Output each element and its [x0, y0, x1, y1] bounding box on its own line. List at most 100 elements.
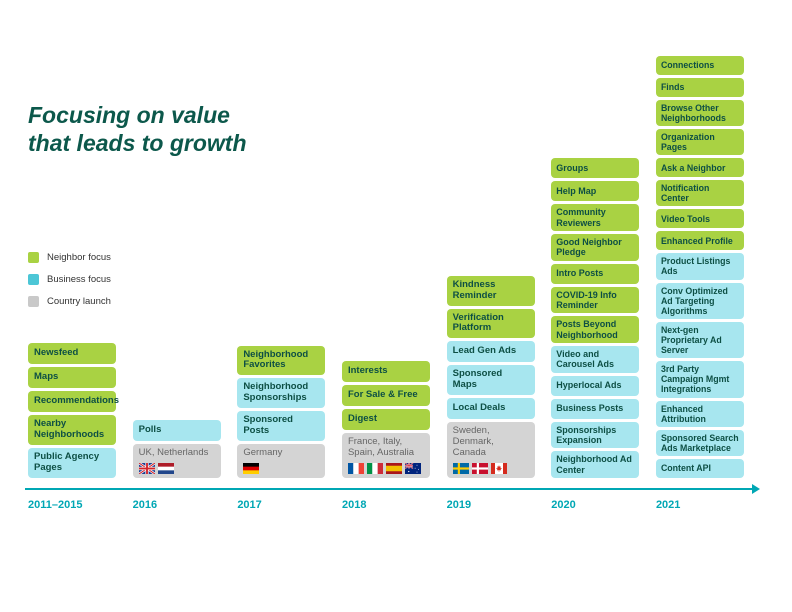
feature-box: Enhanced Profile [655, 231, 744, 251]
feature-box: Hyperlocal Ads [551, 375, 640, 396]
feature-box: Help Map [551, 181, 640, 202]
feature-box: 3rd Party Campaign Mgmt Integrations [655, 361, 744, 398]
flags-row [347, 463, 424, 474]
feature-label: Browse Other Neighborhoods [660, 102, 726, 123]
feature-label: Maps [34, 371, 59, 383]
feature-box: Product Listings Ads [655, 253, 744, 280]
timeline-column-2016: Polls UK, Netherlands [132, 420, 221, 478]
feature-box: Sponsored Maps [446, 365, 535, 396]
year-label: 2018 [341, 499, 367, 511]
feature-label: Newsfeed [34, 347, 79, 359]
feature-label: Next-gen Proprietary Ad Server [660, 324, 722, 356]
feature-box: Connections [655, 55, 744, 75]
flag-au-icon [404, 463, 421, 474]
flag-gb-icon [138, 463, 155, 474]
page-title-line2: that leads to growth [28, 129, 247, 156]
feature-box: Public Agency Pages [28, 448, 116, 478]
legend-swatch-neighbor [28, 252, 39, 263]
feature-box: Digest [341, 409, 430, 431]
feature-box: Maps [28, 367, 116, 389]
feature-box: Kindness Reminder [446, 275, 535, 306]
page-title-line1: Focusing on value [28, 102, 230, 128]
legend-label: Neighbor focus [47, 252, 111, 263]
feature-label: Polls [138, 424, 162, 436]
feature-label: Help Map [556, 186, 597, 197]
legend-item-country: Country launch [28, 296, 111, 307]
feature-box: Browse Other Neighborhoods [655, 99, 744, 126]
feature-label: Conv Optimized Ad Targeting Algorithms [660, 285, 728, 316]
feature-box: UK, Netherlands [132, 444, 221, 478]
legend-label: Country launch [47, 296, 111, 307]
feature-box: Sponsored Search Ads Marketplace [655, 429, 744, 456]
feature-label: Nearby Neighborhoods [34, 418, 105, 441]
feature-box: Sponsored Posts [237, 411, 326, 442]
feature-label: Organization Pages [660, 131, 715, 153]
feature-box: Nearby Neighborhoods [28, 415, 116, 446]
timeline-column-2017: Neighborhood Favorites Neighborhood Spons… [237, 345, 326, 478]
feature-box: Notification Center [655, 180, 744, 207]
flag-it-icon [366, 463, 383, 474]
feature-label: Sponsored Search Ads Marketplace [660, 432, 739, 453]
feature-box: Neighborhood Ad Center [551, 451, 640, 478]
year-label: 2016 [132, 499, 158, 511]
timeline-column-2020: Groups Help Map Community Reviewers Good Ne… [551, 158, 640, 478]
feature-box: Good Neighbor Pledge [551, 233, 640, 261]
feature-label: Local Deals [452, 402, 506, 414]
flag-se-icon [452, 463, 469, 474]
feature-label: Hyperlocal Ads [556, 380, 622, 391]
feature-label: UK, Netherlands [138, 447, 209, 459]
flags-row [138, 463, 215, 474]
feature-label: Notification Center [660, 183, 710, 204]
feature-label: Lead Gen Ads [452, 345, 517, 357]
feature-box: Local Deals [446, 398, 535, 420]
feature-label: Neighborhood Sponsorships [243, 381, 309, 404]
feature-label: Verification Platform [452, 311, 504, 334]
feature-label: Neighborhood Ad Center [556, 454, 632, 475]
timeline-column-2018: Interests For Sale & Free Digest France, It… [341, 361, 430, 478]
feature-label: Enhanced Attribution [660, 403, 706, 424]
legend-swatch-business [28, 274, 39, 285]
feature-label: Groups [556, 163, 589, 174]
flag-ca-icon [490, 463, 507, 474]
feature-label: 3rd Party Campaign Mgmt Integrations [660, 364, 730, 395]
flag-fr-icon [347, 463, 364, 474]
year-label: 2020 [551, 499, 576, 511]
feature-box: Groups [551, 158, 640, 179]
feature-box: Ask a Neighbor [655, 158, 744, 178]
feature-label: Neighborhood Favorites [243, 348, 309, 371]
feature-label: Recommendations [34, 395, 119, 407]
legend-label: Business focus [47, 274, 111, 285]
feature-label: Enhanced Profile [660, 235, 733, 246]
timeline-column-2019: Kindness Reminder Verification Platform Le… [446, 275, 535, 478]
timeline-column-2021: Connections Finds Browse Other Neighborhoo… [655, 55, 744, 478]
legend-item-neighbor: Neighbor focus [28, 252, 111, 263]
year-label: 2011–2015 [28, 499, 83, 511]
feature-label: Public Agency Pages [34, 451, 100, 474]
feature-box: Enhanced Attribution [655, 400, 744, 427]
feature-label: Intro Posts [556, 268, 604, 279]
timeline-columns: Newsfeed Maps Recommendations Nearby Neighb… [28, 55, 744, 478]
year-labels: 2011–2015 2016 2017 2018 2019 2020 2021 [28, 499, 744, 511]
feature-label: Digest [347, 413, 378, 425]
feature-label: Posts Beyond Neighborhood [556, 319, 618, 340]
feature-label: Ask a Neighbor [660, 162, 726, 173]
feature-label: Interests [347, 365, 388, 377]
feature-box: Intro Posts [551, 263, 640, 284]
feature-box: For Sale & Free [341, 385, 430, 407]
feature-label: Sweden, Denmark, Canada [452, 425, 494, 459]
legend-swatch-country [28, 296, 39, 307]
legend: Neighbor focus Business focus Country laun… [28, 252, 111, 318]
feature-label: Connections [660, 60, 715, 71]
feature-box: Finds [655, 77, 744, 97]
feature-label: Good Neighbor Pledge [556, 236, 622, 258]
feature-label: France, Italy, Spain, Australia [347, 436, 414, 459]
feature-box: Polls [132, 420, 221, 442]
feature-label: For Sale & Free [347, 389, 418, 401]
feature-box: Neighborhood Sponsorships [237, 378, 326, 409]
year-label: 2021 [655, 499, 681, 511]
feature-box: Community Reviewers [551, 204, 640, 231]
feature-box: Video and Carousel Ads [551, 345, 640, 373]
feature-box: Verification Platform [446, 308, 535, 339]
timeline-column-2011-2015: Newsfeed Maps Recommendations Nearby Neighb… [28, 343, 119, 478]
